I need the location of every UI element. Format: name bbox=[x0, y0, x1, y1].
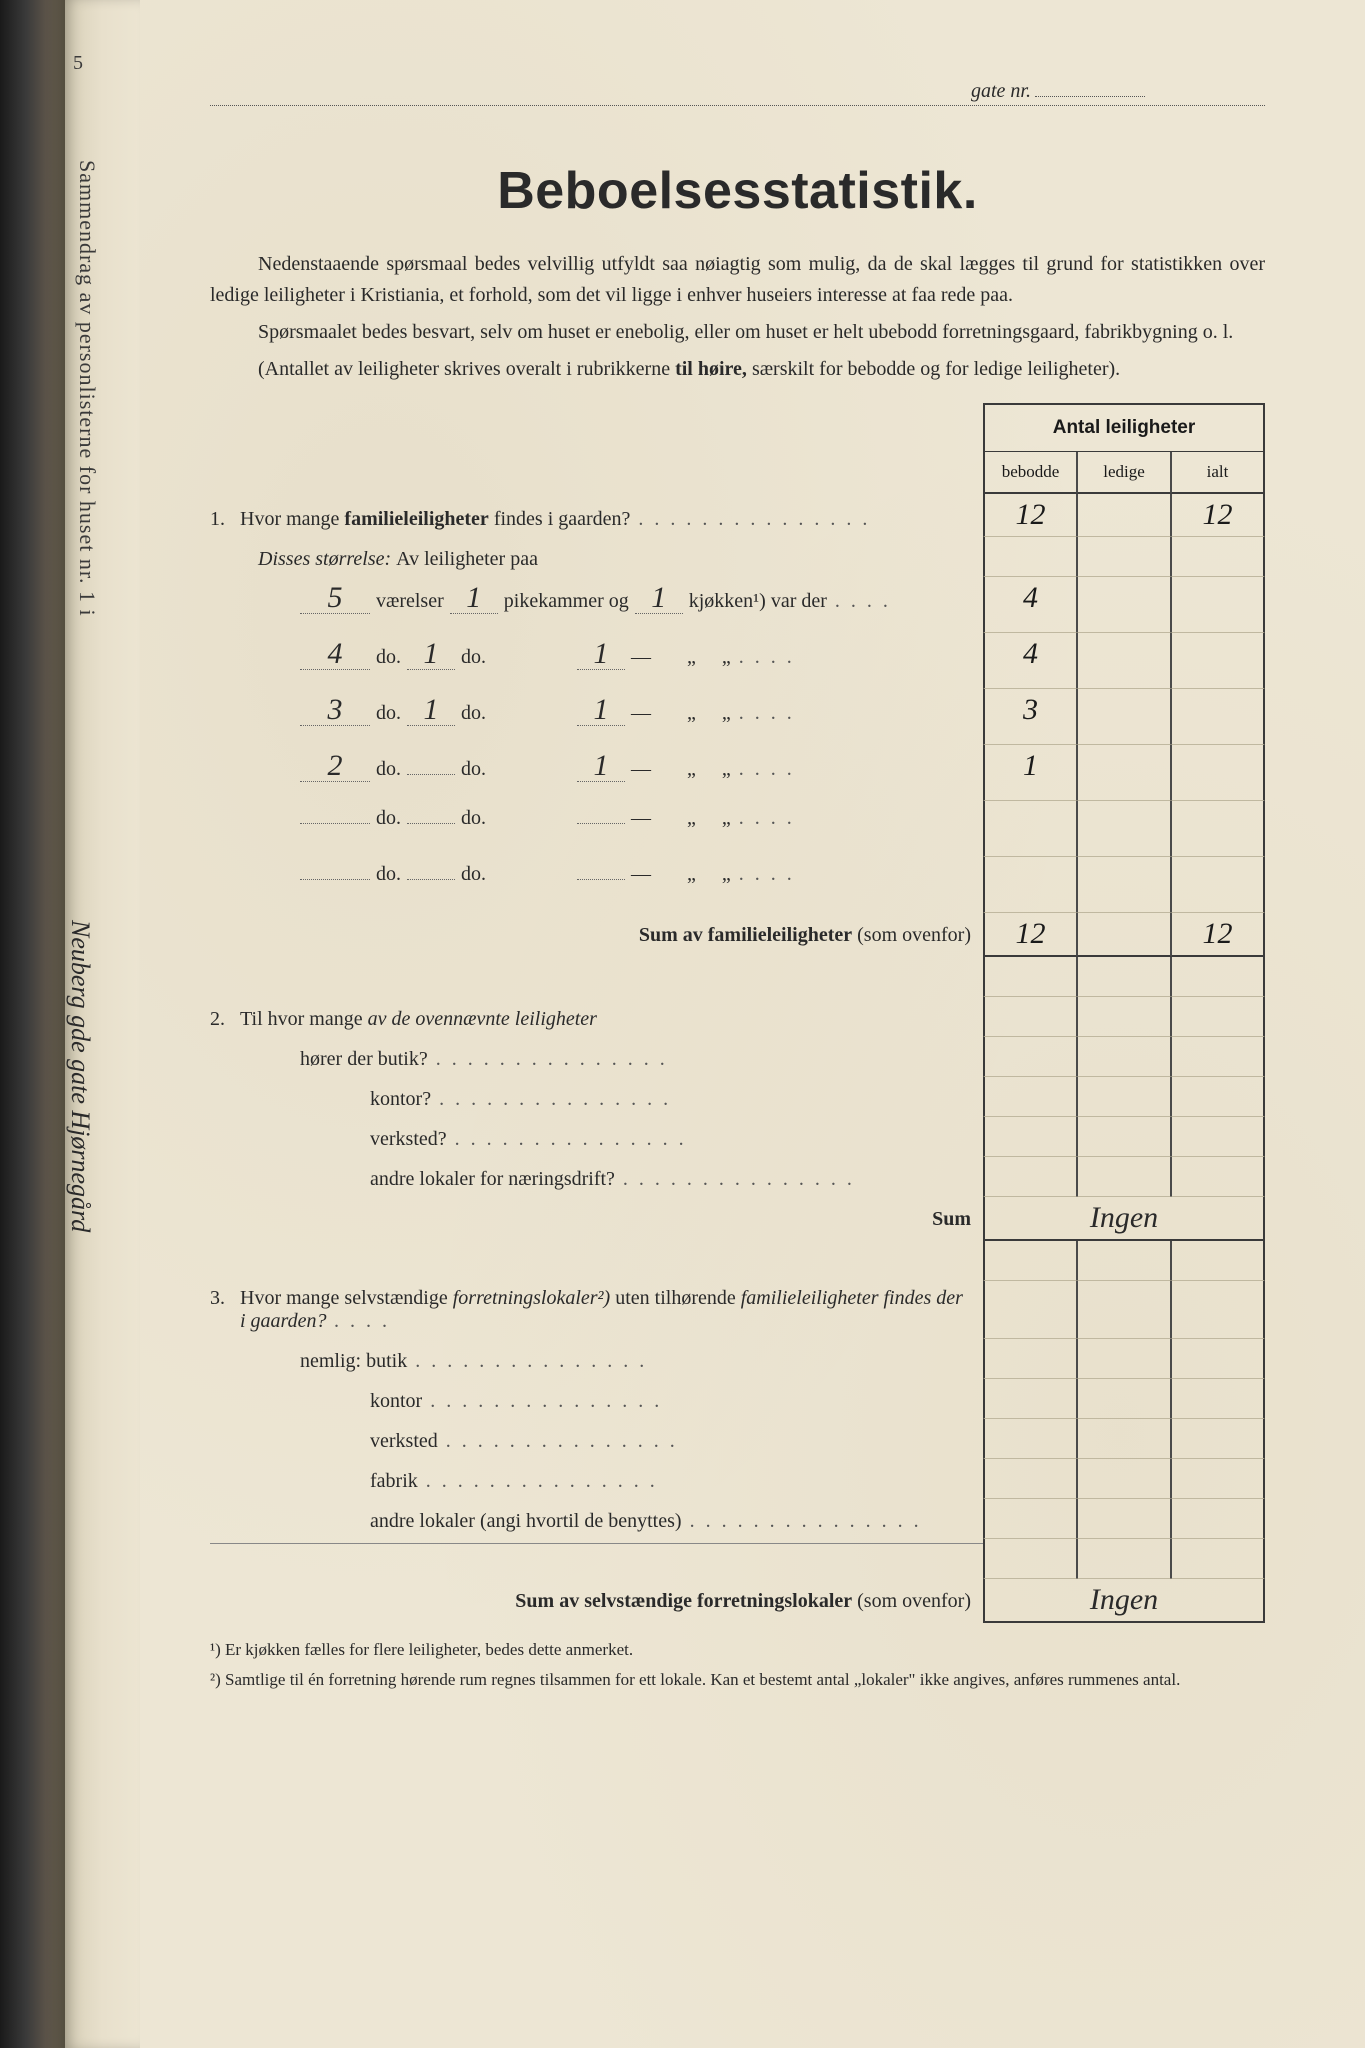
q1-sum-label: Sum av familieleiligheter (som ovenfor) bbox=[210, 914, 983, 957]
q2-sum-label: Sum bbox=[210, 1198, 983, 1241]
q1-sum-ialt: 12 bbox=[1171, 913, 1265, 957]
q3-fabrik: fabrik bbox=[210, 1464, 983, 1499]
q1-text: 1. Hvor mange familieleiligheter findes … bbox=[210, 502, 983, 537]
q3-sum-value: Ingen bbox=[983, 1579, 1265, 1623]
q2-butik: hører der butik? bbox=[210, 1042, 983, 1077]
margin-printed-text: Sammendrag av personlisterne for huset n… bbox=[74, 160, 100, 617]
room-row-3: 2 do. do. 1 — „ „ bbox=[210, 745, 983, 801]
intro-p1: Nedenstaaende spørsmaal bedes velvillig … bbox=[210, 249, 1265, 311]
divider bbox=[210, 1543, 983, 1577]
intro-p3: (Antallet av leiligheter skrives overalt… bbox=[210, 354, 1265, 385]
corner-mark: 5 bbox=[73, 52, 83, 75]
col-ledige: ledige bbox=[1077, 452, 1171, 494]
page-spread: 5 Sammendrag av personlisterne for huset… bbox=[0, 0, 1365, 2048]
footnote-1: ¹) Er kjøkken fælles for flere leilighet… bbox=[210, 1637, 1265, 1663]
q3-sum-label: Sum av selvstændige forretningslokaler (… bbox=[210, 1580, 983, 1623]
room-row-2: 3 do. 1 do. 1 — „ „ bbox=[210, 689, 983, 745]
form-table: Antal leiligheter bebodde ledige ialt 1.… bbox=[210, 403, 1265, 1623]
gate-label: gate nr. bbox=[971, 80, 1031, 102]
margin-handwritten: Neuberg gde gate Hjørnegård bbox=[65, 920, 95, 1232]
footnote-2: ²) Samtlige til én forretning hørende ru… bbox=[210, 1667, 1265, 1693]
room-row-1: 4 do. 1 do. 1 — „ „ bbox=[210, 633, 983, 689]
q3-nemlig: nemlig: butik bbox=[210, 1344, 983, 1379]
q2-text: 2. Til hvor mange av de ovennævnte leili… bbox=[210, 1002, 983, 1037]
q1-ialt: 12 bbox=[1171, 494, 1265, 537]
q2-sum-value: Ingen bbox=[983, 1197, 1265, 1241]
footnotes: ¹) Er kjøkken fælles for flere leilighet… bbox=[210, 1637, 1265, 1692]
q2-kontor: kontor? bbox=[210, 1082, 983, 1117]
room-row-5: do. do. — „ „ bbox=[210, 857, 983, 913]
q2-andre: andre lokaler for næringsdrift? bbox=[210, 1162, 983, 1197]
header-gate-line: gate nr. bbox=[210, 80, 1265, 106]
q1-sum-bebodde: 12 bbox=[983, 913, 1077, 957]
q1-bebodde: 12 bbox=[983, 494, 1077, 537]
col-bebodde: bebodde bbox=[983, 452, 1077, 494]
q1-ledige bbox=[1077, 494, 1171, 537]
page-title: Beboelsesstatistik. bbox=[210, 161, 1265, 221]
col-ialt: ialt bbox=[1171, 452, 1265, 494]
q3-text: 3. Hvor mange selvstændige forretningslo… bbox=[210, 1281, 983, 1339]
book-spine bbox=[0, 0, 65, 2048]
col-header-title: Antal leiligheter bbox=[983, 403, 1265, 452]
room-row-0: 5 værelser 1 pikekammer og 1 kjøkken¹) v… bbox=[210, 577, 983, 633]
form-page: gate nr. Beboelsesstatistik. Nedenstaaen… bbox=[140, 0, 1365, 2048]
q3-andre: andre lokaler (angi hvortil de benyttes) bbox=[210, 1504, 983, 1539]
room-row-4: do. do. — „ „ bbox=[210, 801, 983, 857]
q3-verksted: verksted bbox=[210, 1424, 983, 1459]
q2-verksted: verksted? bbox=[210, 1122, 983, 1157]
intro-p2: Spørsmaalet bedes besvart, selv om huset… bbox=[210, 317, 1265, 348]
q1-sub: Disses størrelse: Av leiligheter paa bbox=[210, 542, 983, 577]
q3-kontor: kontor bbox=[210, 1384, 983, 1419]
left-margin: 5 Sammendrag av personlisterne for huset… bbox=[65, 0, 140, 2048]
